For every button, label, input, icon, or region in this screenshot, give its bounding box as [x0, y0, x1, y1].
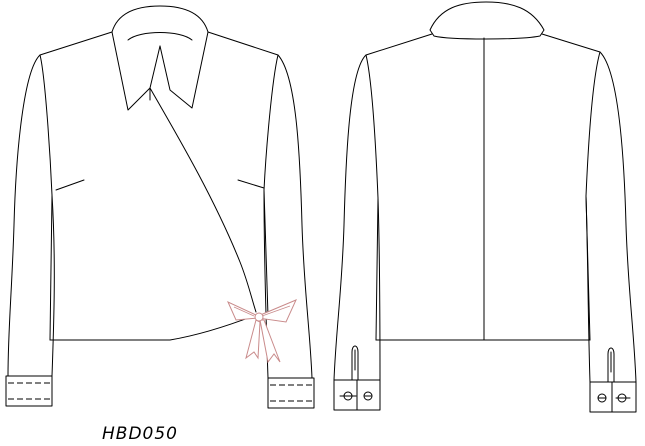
back-left-shoulder [365, 33, 433, 56]
back-collar [429, 1, 545, 40]
back-left-sleeve-inner [377, 197, 381, 381]
back-right-sleeve-outer [599, 51, 637, 383]
front-collar-left [111, 31, 161, 111]
front-bow [227, 299, 297, 364]
back-left-sleeve-outer [333, 54, 367, 381]
front-right-armhole [263, 54, 279, 191]
front-left-dart [55, 179, 85, 191]
back-right-cuff [589, 381, 637, 413]
front-right-side [263, 189, 269, 317]
front-right-cuff [267, 377, 315, 409]
back-right-placket [607, 347, 615, 383]
back-right-shoulder [541, 33, 601, 53]
front-collar-right [159, 31, 209, 109]
front-left-cuff [5, 375, 53, 407]
front-view [5, 5, 315, 409]
front-hem [49, 314, 257, 341]
front-right-sleeve-outer [277, 54, 313, 379]
back-left-placket [351, 345, 359, 381]
back-right-armhole [585, 51, 601, 197]
back-view [333, 1, 637, 413]
style-code-label: HBD050 [102, 424, 178, 444]
bow-tail-left [245, 319, 261, 360]
front-collar-stand [111, 5, 209, 33]
back-right-sleeve-inner [585, 195, 591, 383]
front-left-sleeve-outer [7, 54, 41, 377]
front-left-sleeve-inner [51, 194, 55, 377]
front-neckline [127, 32, 193, 41]
bow-tail-right [259, 319, 281, 364]
front-left-side [49, 194, 53, 341]
back-left-armhole [365, 54, 379, 199]
front-right-shoulder [207, 31, 279, 56]
front-left-armhole [39, 54, 53, 196]
bow-knot [254, 312, 264, 322]
front-left-shoulder [39, 31, 113, 56]
front-wrap-edge [149, 87, 257, 313]
front-right-dart [237, 179, 265, 189]
back-left-side [375, 197, 379, 341]
